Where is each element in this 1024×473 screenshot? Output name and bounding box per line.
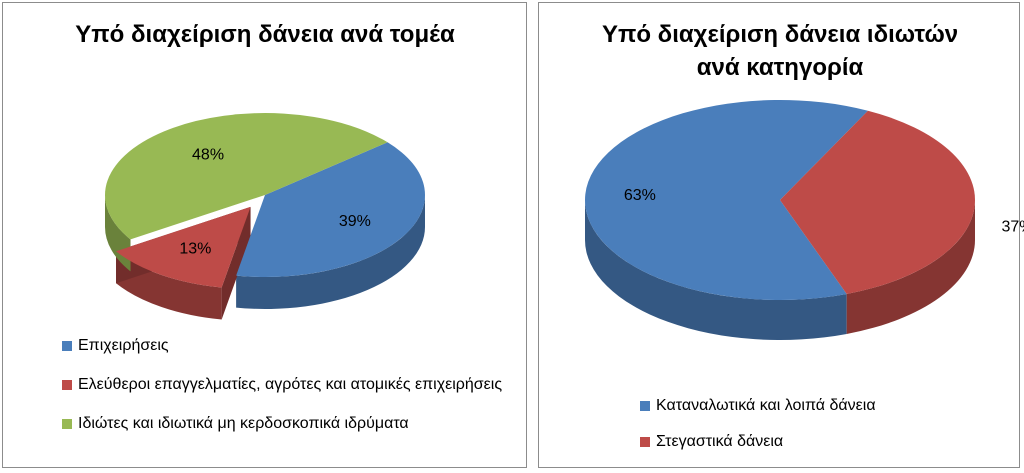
legend-swatch (640, 437, 650, 447)
legend-label: Καταναλωτικά και λοιπά δάνεια (656, 397, 876, 414)
legend-item: Ιδιώτες και ιδιωτικά μη κερδοσκοπικά ιδρ… (62, 414, 512, 434)
data-label: 13% (179, 240, 211, 257)
legend-label: Ιδιώτες και ιδιωτικά μη κερδοσκοπικά ιδρ… (78, 415, 409, 432)
legend-label: Επιχειρήσεις (78, 337, 169, 354)
legend-swatch (62, 341, 72, 351)
data-label: 48% (192, 147, 224, 164)
pie-side (236, 195, 425, 310)
pie-slice (105, 113, 388, 240)
pie-slice (780, 110, 976, 294)
pie-side (585, 200, 847, 340)
legend-item: Στεγαστικά δάνεια (640, 432, 1000, 452)
chart-title: Υπό διαχείριση δάνεια ιδιωτών ανά κατηγο… (601, 21, 959, 81)
legend: Επιχειρήσεις Ελεύθεροι επαγγελματίες, αγρ… (62, 336, 512, 453)
legend-item: Ελεύθεροι επαγγελματίες, αγρότες και ατο… (62, 375, 512, 395)
legend-item: Επιχειρήσεις (62, 336, 512, 356)
legend: Καταναλωτικά και λοιπά δάνεια Στεγαστικά … (640, 396, 1000, 468)
pie-slice (236, 142, 425, 277)
data-label: 37% (1001, 218, 1024, 235)
legend-swatch (62, 419, 72, 429)
pie-slice (116, 206, 251, 288)
legend-swatch (640, 401, 650, 411)
chart-title: Υπό διαχείριση δάνεια ανά τομέα (75, 21, 455, 48)
legend-label: Ελεύθεροι επαγγελματίες, αγρότες και ατο… (78, 376, 503, 393)
legend-label: Στεγαστικά δάνεια (656, 433, 784, 450)
pie-slice (585, 100, 868, 300)
legend-item: Καταναλωτικά και λοιπά δάνεια (640, 396, 1000, 416)
data-label: 63% (624, 187, 656, 204)
pie-side (846, 200, 975, 334)
legend-swatch (62, 380, 72, 390)
data-label: 39% (339, 213, 371, 230)
